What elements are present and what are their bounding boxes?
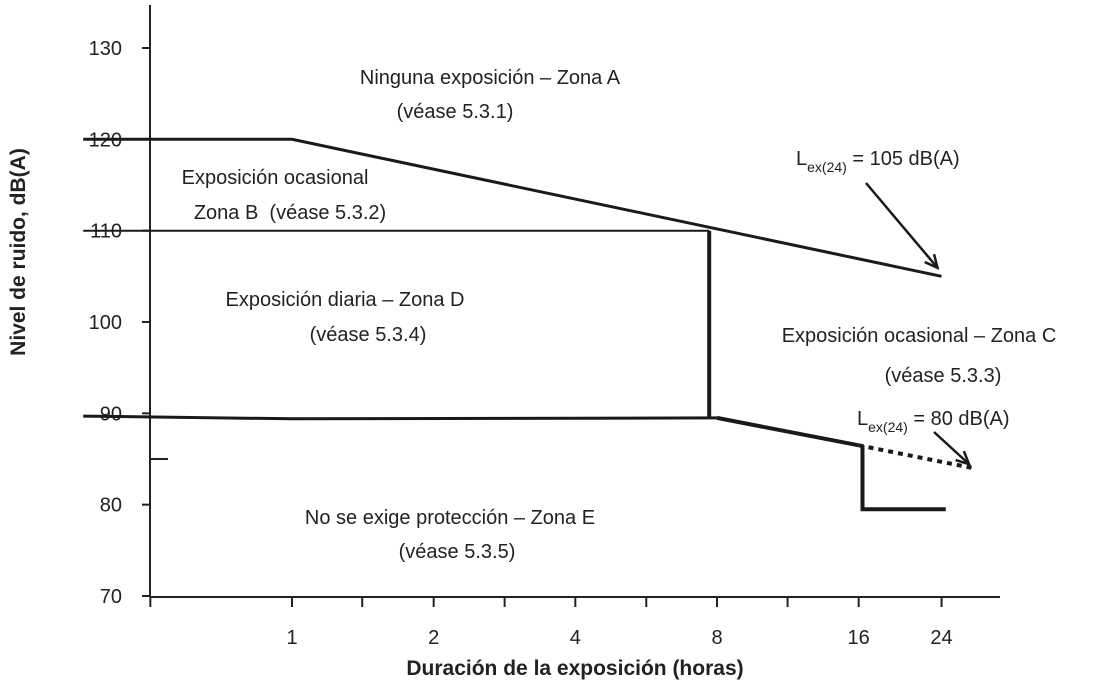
annotation-zone-e-line-1: No se exige protección – Zona E xyxy=(305,507,595,529)
x-tick-label: 1 xyxy=(286,627,297,649)
y-tick-label: 130 xyxy=(89,38,122,60)
x-tick-label: 16 xyxy=(848,627,870,649)
x-tick-label: 24 xyxy=(930,627,952,649)
x-tick-label: 2 xyxy=(428,627,439,649)
x-tick-label: 8 xyxy=(711,627,722,649)
arrowhead-lex-105 xyxy=(924,253,940,270)
series-upper xyxy=(83,137,942,278)
lex-base: L xyxy=(857,408,868,430)
x-axis-title: Duración de la exposición (horas) xyxy=(406,657,743,680)
arrow-lex-105 xyxy=(865,182,939,269)
lex-subscript: ex(24) xyxy=(868,419,908,435)
series-zone-c-step xyxy=(860,445,946,512)
arrowhead-lex-80 xyxy=(955,450,972,467)
lex-value: = 80 dB(A) xyxy=(908,408,1010,430)
series-lower-left xyxy=(83,414,718,421)
annotation-zone-e-line-2: (véase 5.3.5) xyxy=(399,541,516,563)
annotation-zone-b-line-1: Exposición ocasional xyxy=(182,167,369,189)
y-tick-label: 90 xyxy=(100,403,122,425)
y-tick-label: 80 xyxy=(100,495,122,517)
annotation-zone-d-line-2: (véase 5.3.4) xyxy=(310,324,427,346)
label-lex-105: Lex(24) = 105 dB(A) xyxy=(796,148,960,175)
lex-value: = 105 dB(A) xyxy=(847,148,960,170)
lex-base: L xyxy=(796,148,807,170)
series-lower-right xyxy=(716,415,860,448)
series-lower-dotted xyxy=(858,443,974,471)
annotation-zone-d-line-1: Exposición diaria – Zona D xyxy=(225,289,464,311)
annotation-layer: Ninguna exposición – Zona A (véase 5.3.1)… xyxy=(182,67,1057,563)
label-lex-80: Lex(24) = 80 dB(A) xyxy=(857,408,1010,435)
lex-subscript: ex(24) xyxy=(807,159,847,175)
y-tick-label: 100 xyxy=(89,312,122,334)
annotation-zone-a-line-2: (véase 5.3.1) xyxy=(397,101,514,123)
annotation-zone-a-line-1: Ninguna exposición – Zona A xyxy=(360,67,621,89)
arrow-lex-80 xyxy=(933,431,970,466)
annotation-zone-c-line-2: (véase 5.3.3) xyxy=(885,365,1002,387)
series-layer xyxy=(83,137,974,512)
annotation-zone-c-line-1: Exposición ocasional – Zona C xyxy=(782,325,1057,347)
x-tick-label: 4 xyxy=(570,627,581,649)
annotation-zone-b-line-2: Zona B (véase 5.3.2) xyxy=(194,202,386,224)
y-tick-label: 70 xyxy=(100,586,122,608)
y-axis-title: Nivel de ruido, dB(A) xyxy=(7,148,30,356)
